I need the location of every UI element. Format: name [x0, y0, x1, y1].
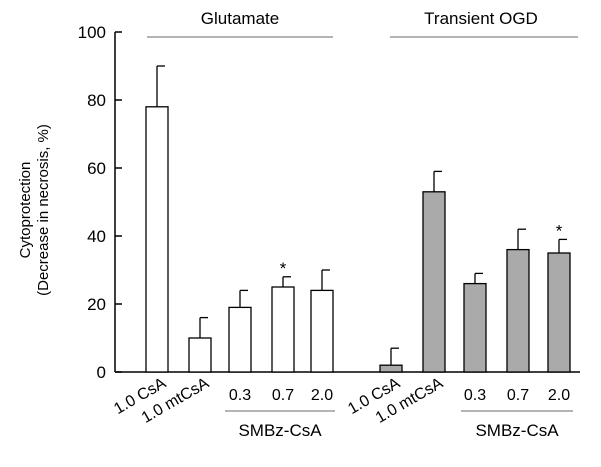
group-title: Glutamate — [201, 9, 279, 28]
x-tick-label: 0.3 — [229, 387, 251, 404]
bar — [463, 282, 487, 373]
significance-star: * — [280, 259, 287, 278]
x-tick-label: 0.7 — [272, 387, 294, 404]
bar — [547, 252, 571, 373]
y-tick-label: 0 — [97, 363, 106, 382]
x-tick-label: 2.0 — [311, 387, 333, 404]
bar — [422, 191, 446, 373]
bar — [310, 289, 334, 373]
y-axis-label: Cytoprotection (Decrease in necrosis, %) — [17, 124, 52, 296]
group-title: Transient OGD — [424, 9, 538, 28]
y-tick-label: 100 — [78, 23, 106, 42]
bar — [379, 364, 403, 373]
bar — [271, 286, 295, 373]
x-tick-label: 2.0 — [548, 387, 570, 404]
x-tick-label: 0.7 — [507, 387, 529, 404]
bracket-label: SMBz-CsA — [238, 421, 322, 440]
bar — [228, 306, 252, 373]
bar — [506, 248, 530, 373]
bars-layer — [145, 65, 571, 373]
y-tick-label: 80 — [87, 91, 106, 110]
y-tick-label: 60 — [87, 159, 106, 178]
significance-star: * — [556, 221, 563, 240]
bar — [188, 337, 212, 373]
axis-layer: 0 20 40 60 80 100 Cytoprotection (Decrease in n… — [17, 23, 580, 382]
bar — [145, 106, 169, 373]
y-tick-label: 40 — [87, 227, 106, 246]
y-axis-label-line1: Cytoprotection — [17, 162, 34, 259]
y-tick-label: 20 — [87, 295, 106, 314]
bracket-label: SMBz-CsA — [475, 421, 559, 440]
y-axis-label-line2: (Decrease in necrosis, %) — [35, 124, 52, 296]
x-tick-label: 0.3 — [464, 387, 486, 404]
